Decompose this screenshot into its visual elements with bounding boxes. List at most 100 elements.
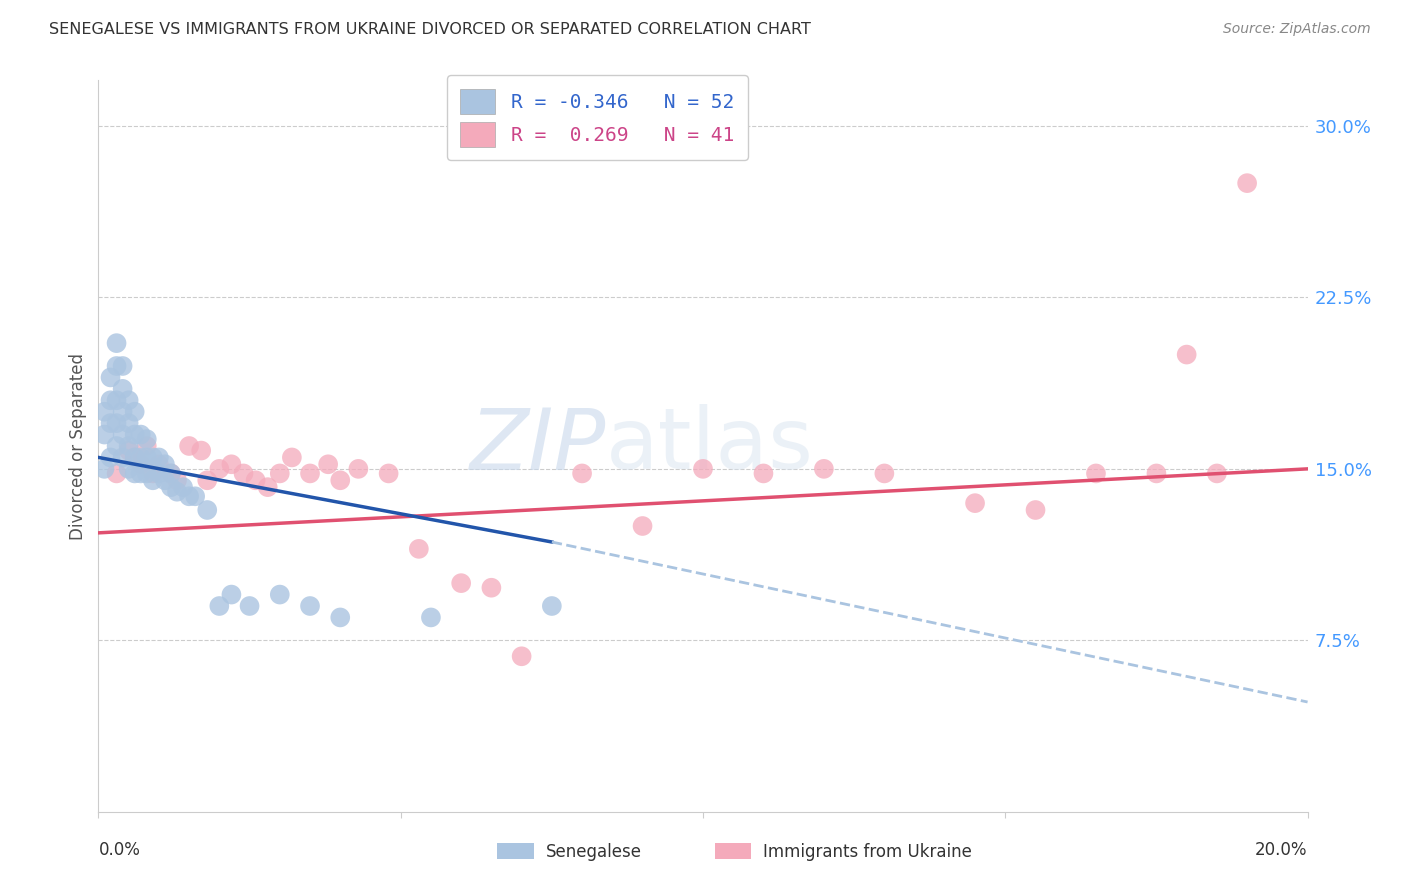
Text: ZIP: ZIP: [470, 404, 606, 488]
Point: [118, 439, 141, 453]
Point: [316, 458, 339, 472]
Point: [420, 610, 443, 624]
Point: [148, 458, 170, 472]
Point: [124, 450, 146, 465]
Point: [256, 480, 278, 494]
Point: [118, 393, 141, 408]
Legend: R = -0.346   N = 52, R =  0.269   N = 41: R = -0.346 N = 52, R = 0.269 N = 41: [447, 75, 748, 161]
Point: [195, 503, 218, 517]
Point: [124, 467, 146, 481]
Point: [281, 450, 304, 465]
Text: Senegalese: Senegalese: [546, 843, 641, 861]
Point: [1144, 467, 1167, 481]
Text: 20.0%: 20.0%: [1256, 841, 1308, 859]
Point: [111, 405, 134, 419]
Point: [105, 439, 128, 453]
Point: [148, 450, 170, 465]
Point: [105, 336, 128, 351]
Point: [135, 450, 157, 465]
Point: [111, 427, 134, 442]
Point: [105, 393, 128, 408]
Point: [329, 610, 352, 624]
Point: [631, 519, 654, 533]
Text: atlas: atlas: [606, 404, 814, 488]
Point: [692, 462, 714, 476]
FancyBboxPatch shape: [716, 843, 751, 859]
Point: [481, 581, 503, 595]
Point: [221, 588, 243, 602]
Point: [190, 443, 212, 458]
Point: [208, 462, 231, 476]
Point: [105, 359, 128, 373]
Point: [111, 382, 134, 396]
Point: [160, 480, 183, 494]
Point: [269, 467, 291, 481]
Point: [221, 458, 243, 472]
Point: [93, 462, 115, 476]
Point: [752, 467, 775, 481]
Point: [269, 588, 291, 602]
Point: [179, 489, 201, 503]
Point: [1175, 347, 1198, 362]
Point: [347, 462, 370, 476]
Text: Immigrants from Ukraine: Immigrants from Ukraine: [763, 843, 973, 861]
Point: [100, 370, 122, 384]
Point: [1024, 503, 1046, 517]
Point: [100, 393, 122, 408]
Point: [1236, 176, 1258, 190]
Point: [124, 427, 146, 442]
Point: [118, 416, 141, 430]
Point: [93, 427, 115, 442]
Text: 0.0%: 0.0%: [98, 841, 141, 859]
Text: SENEGALESE VS IMMIGRANTS FROM UKRAINE DIVORCED OR SEPARATED CORRELATION CHART: SENEGALESE VS IMMIGRANTS FROM UKRAINE DI…: [49, 22, 811, 37]
Point: [124, 405, 146, 419]
Point: [111, 450, 134, 465]
Point: [129, 467, 152, 481]
Point: [299, 467, 322, 481]
Point: [172, 480, 194, 494]
Point: [142, 473, 165, 487]
Point: [142, 450, 165, 465]
Point: [239, 599, 262, 613]
Point: [153, 458, 176, 472]
Point: [142, 467, 165, 481]
Point: [166, 473, 188, 487]
Point: [377, 467, 399, 481]
Point: [208, 599, 231, 613]
Point: [195, 473, 218, 487]
Point: [245, 473, 267, 487]
Point: [105, 416, 128, 430]
Point: [124, 450, 146, 465]
Point: [153, 473, 176, 487]
Point: [510, 649, 533, 664]
FancyBboxPatch shape: [498, 843, 534, 859]
Point: [965, 496, 987, 510]
Point: [329, 473, 352, 487]
Point: [299, 599, 322, 613]
Point: [450, 576, 472, 591]
Point: [129, 427, 152, 442]
Point: [184, 489, 207, 503]
Point: [135, 467, 157, 481]
Point: [571, 467, 593, 481]
Point: [105, 467, 128, 481]
Y-axis label: Divorced or Separated: Divorced or Separated: [69, 352, 87, 540]
Point: [100, 416, 122, 430]
Point: [148, 467, 170, 481]
Point: [129, 450, 152, 465]
Point: [160, 467, 183, 481]
Point: [118, 443, 141, 458]
Text: Source: ZipAtlas.com: Source: ZipAtlas.com: [1223, 22, 1371, 37]
Point: [135, 439, 157, 453]
Point: [1206, 467, 1229, 481]
Point: [118, 462, 141, 476]
Point: [232, 467, 254, 481]
Point: [93, 405, 115, 419]
Point: [813, 462, 835, 476]
Point: [100, 450, 122, 465]
Point: [873, 467, 896, 481]
Point: [179, 439, 201, 453]
Point: [408, 541, 430, 556]
Point: [166, 484, 188, 499]
Point: [135, 432, 157, 446]
